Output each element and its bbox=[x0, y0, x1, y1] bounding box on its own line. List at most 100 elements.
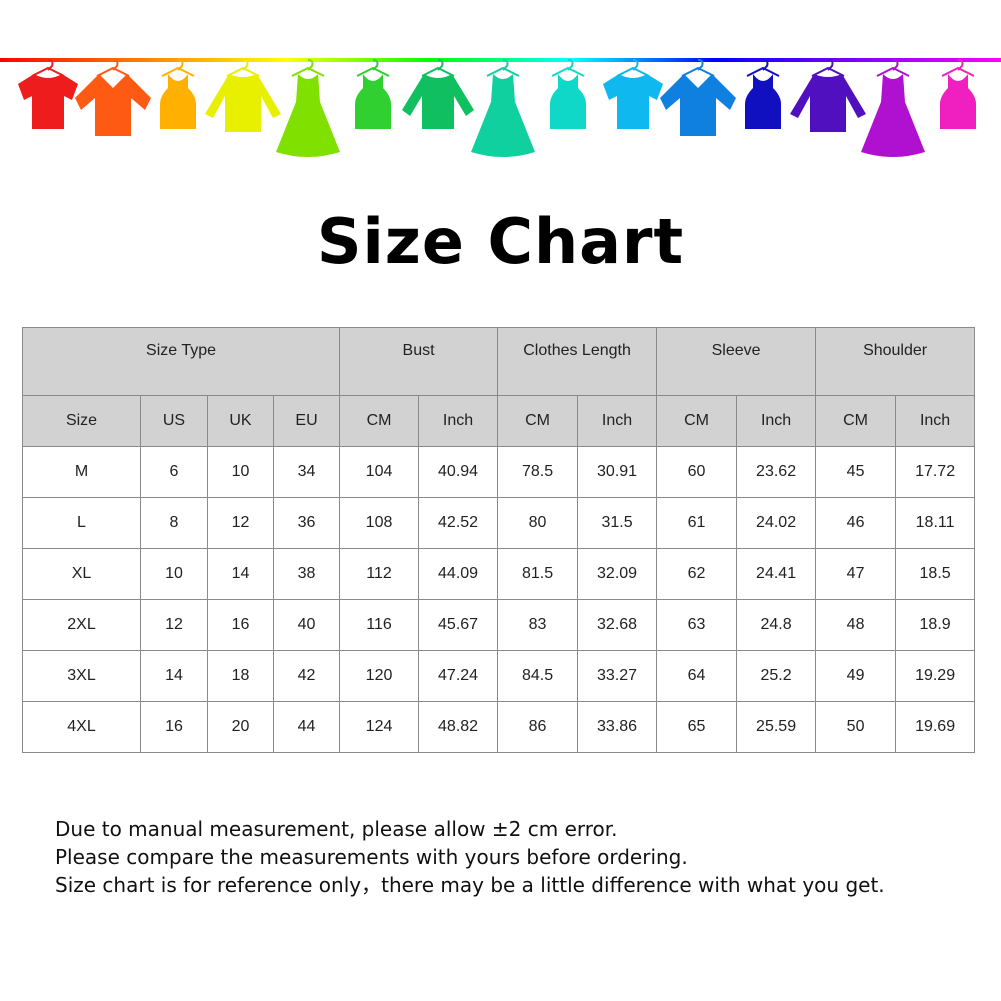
table-cell: 34 bbox=[272, 446, 341, 498]
table-cell: 48.82 bbox=[418, 701, 499, 753]
sub-header-cell: CM bbox=[497, 395, 579, 447]
table-cell: 40 bbox=[272, 599, 341, 651]
table-cell: 63 bbox=[656, 599, 738, 651]
table-cell: 80 bbox=[497, 497, 579, 549]
dress-icon bbox=[276, 59, 340, 157]
table-cell: 86 bbox=[497, 701, 579, 753]
table-cell: 10 bbox=[207, 446, 274, 498]
table-cell: 124 bbox=[339, 701, 420, 753]
table-cell: 19.69 bbox=[895, 701, 976, 753]
table-cell: M bbox=[22, 446, 141, 498]
table-cell: 61 bbox=[656, 497, 738, 549]
table-cell: 47 bbox=[815, 548, 897, 600]
page-title: Size Chart bbox=[316, 205, 685, 278]
table-row: M 6 10 34 104 40.94 78.5 30.91 60 23.62 45 17.72 bbox=[22, 446, 976, 498]
table-row: 3XL 14 18 42 120 47.24 84.5 33.27 64 25.2 49 19.29 bbox=[22, 650, 976, 702]
table-cell: 12 bbox=[140, 599, 208, 651]
table-cell: 30.91 bbox=[577, 446, 658, 498]
table-cell: 10 bbox=[140, 548, 208, 600]
table-cell: 2XL bbox=[22, 599, 141, 651]
table-cell: L bbox=[22, 497, 141, 549]
table-cell: 48 bbox=[815, 599, 897, 651]
table-cell: 60 bbox=[656, 446, 738, 498]
header-size-type: Size Type bbox=[21, 327, 341, 396]
dress-icon bbox=[471, 59, 535, 157]
table-cell: 24.02 bbox=[736, 497, 817, 549]
table-cell: 116 bbox=[339, 599, 420, 651]
table-cell: 42.52 bbox=[418, 497, 499, 549]
table-cell: 25.2 bbox=[736, 650, 817, 702]
table-cell: 32.09 bbox=[577, 548, 658, 600]
sub-header-cell: US bbox=[140, 395, 208, 447]
note-line: Size chart is for reference only，there m… bbox=[55, 873, 885, 897]
table-row: 2XL 12 16 40 116 45.67 83 32.68 63 24.8 48 18.9 bbox=[22, 599, 976, 651]
table-cell: 83 bbox=[497, 599, 579, 651]
table-cell: 31.5 bbox=[577, 497, 658, 549]
sub-header-cell: EU bbox=[272, 395, 341, 447]
tshirt-icon bbox=[603, 59, 663, 129]
header-clothes-length: Clothes Length bbox=[497, 327, 658, 396]
header-shoulder: Shoulder bbox=[815, 327, 976, 396]
size-table: Size Type Bust Clothes Length Sleeve Sho… bbox=[21, 327, 976, 753]
table-cell: 38 bbox=[272, 548, 341, 600]
table-cell: 46 bbox=[815, 497, 897, 549]
sub-header-cell: Size bbox=[22, 395, 141, 447]
shirt-icon bbox=[660, 59, 736, 136]
sub-header-cell: UK bbox=[207, 395, 274, 447]
table-cell: 120 bbox=[339, 650, 420, 702]
tank-top-icon bbox=[940, 59, 976, 129]
table-cell: 78.5 bbox=[497, 446, 579, 498]
table-cell: 45.67 bbox=[418, 599, 499, 651]
note-line: Due to manual measurement, please allow … bbox=[55, 817, 618, 841]
sub-header-cell: CM bbox=[339, 395, 420, 447]
dress-icon bbox=[861, 59, 925, 157]
long-sleeve-icon bbox=[402, 59, 474, 129]
table-cell: 17.72 bbox=[895, 446, 976, 498]
clothesline bbox=[0, 58, 1001, 62]
header-sleeve: Sleeve bbox=[656, 327, 817, 396]
sub-header-cell: Inch bbox=[577, 395, 658, 447]
note-line: Please compare the measurements with you… bbox=[55, 845, 688, 869]
table-cell: 44 bbox=[272, 701, 341, 753]
table-cell: 16 bbox=[207, 599, 274, 651]
table-cell: 19.29 bbox=[895, 650, 976, 702]
table-cell: XL bbox=[22, 548, 141, 600]
table-cell: 49 bbox=[815, 650, 897, 702]
table-cell: 42 bbox=[272, 650, 341, 702]
table-cell: 20 bbox=[207, 701, 274, 753]
sub-header-cell: Inch bbox=[895, 395, 976, 447]
table-cell: 45 bbox=[815, 446, 897, 498]
table-cell: 44.09 bbox=[418, 548, 499, 600]
table-row: XL 10 14 38 112 44.09 81.5 32.09 62 24.41 47 18.5 bbox=[22, 548, 976, 600]
table-cell: 6 bbox=[140, 446, 208, 498]
sub-header-cell: Inch bbox=[418, 395, 499, 447]
tank-top-icon bbox=[355, 59, 391, 129]
table-cell: 104 bbox=[339, 446, 420, 498]
table-cell: 112 bbox=[339, 548, 420, 600]
table-cell: 12 bbox=[207, 497, 274, 549]
table-cell: 3XL bbox=[22, 650, 141, 702]
table-cell: 18.11 bbox=[895, 497, 976, 549]
sub-header-cell: CM bbox=[656, 395, 738, 447]
table-cell: 18.9 bbox=[895, 599, 976, 651]
table-cell: 18 bbox=[207, 650, 274, 702]
table-cell: 32.68 bbox=[577, 599, 658, 651]
table-cell: 47.24 bbox=[418, 650, 499, 702]
table-cell: 65 bbox=[656, 701, 738, 753]
table-cell: 81.5 bbox=[497, 548, 579, 600]
sweater-icon bbox=[790, 59, 866, 132]
sweater-icon bbox=[205, 59, 281, 132]
table-cell: 33.27 bbox=[577, 650, 658, 702]
table-cell: 24.41 bbox=[736, 548, 817, 600]
table-cell: 14 bbox=[207, 548, 274, 600]
table-cell: 108 bbox=[339, 497, 420, 549]
table-cell: 8 bbox=[140, 497, 208, 549]
notes: Due to manual measurement, please allow … bbox=[55, 815, 885, 899]
table-cell: 33.86 bbox=[577, 701, 658, 753]
table-cell: 40.94 bbox=[418, 446, 499, 498]
sub-header-cell: CM bbox=[815, 395, 897, 447]
tank-top-icon bbox=[160, 59, 196, 129]
table-cell: 64 bbox=[656, 650, 738, 702]
tank-top-icon bbox=[550, 59, 586, 129]
table-cell: 36 bbox=[272, 497, 341, 549]
